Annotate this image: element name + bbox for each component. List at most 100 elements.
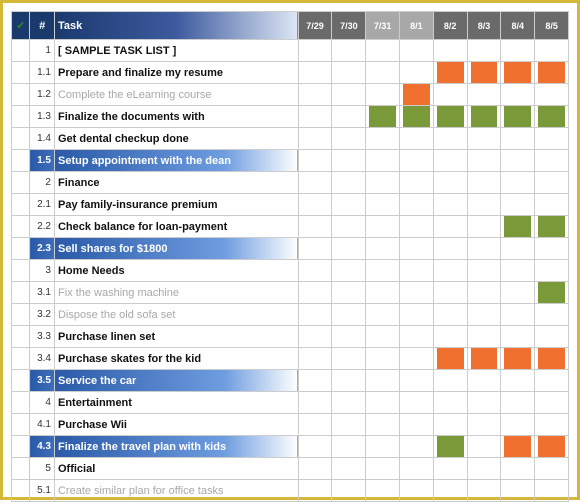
check-cell[interactable] — [12, 326, 30, 348]
gantt-bar[interactable] — [538, 216, 565, 237]
task-name[interactable]: Finance — [54, 172, 298, 194]
check-cell[interactable] — [12, 106, 30, 128]
gantt-bar[interactable] — [437, 436, 464, 457]
table-row[interactable]: 1[ SAMPLE TASK LIST ] — [12, 40, 569, 62]
gantt-cell — [332, 480, 366, 502]
task-name[interactable]: Complete the eLearning course — [54, 84, 298, 106]
gantt-bar[interactable] — [504, 436, 531, 457]
task-name[interactable]: [ SAMPLE TASK LIST ] — [54, 40, 298, 62]
task-name[interactable]: Purchase skates for the kid — [54, 348, 298, 370]
gantt-bar[interactable] — [538, 62, 565, 83]
table-row[interactable]: 3.2Dispose the old sofa set — [12, 304, 569, 326]
header-date-8-3[interactable]: 8/3 — [467, 12, 501, 40]
table-row[interactable]: 5.1Create similar plan for office tasks — [12, 480, 569, 502]
gantt-bar[interactable] — [504, 216, 531, 237]
task-name[interactable]: Get dental checkup done — [54, 128, 298, 150]
table-row[interactable]: 4Entertainment — [12, 392, 569, 414]
check-cell[interactable] — [12, 84, 30, 106]
task-name[interactable]: Finalize the travel plan with kids — [54, 436, 298, 458]
gantt-bar[interactable] — [437, 348, 464, 369]
check-cell[interactable] — [12, 172, 30, 194]
table-row[interactable]: 1.3Finalize the documents with — [12, 106, 569, 128]
gantt-bar[interactable] — [403, 106, 430, 127]
task-name[interactable]: Dispose the old sofa set — [54, 304, 298, 326]
task-name[interactable]: Purchase Wii — [54, 414, 298, 436]
check-cell[interactable] — [12, 304, 30, 326]
check-cell[interactable] — [12, 392, 30, 414]
check-cell[interactable] — [12, 128, 30, 150]
header-date-7-29[interactable]: 7/29 — [298, 12, 332, 40]
table-row[interactable]: 3Home Needs — [12, 260, 569, 282]
gantt-bar[interactable] — [471, 62, 498, 83]
header-date-7-30[interactable]: 7/30 — [332, 12, 366, 40]
table-row[interactable]: 2Finance — [12, 172, 569, 194]
task-name[interactable]: Fix the washing machine — [54, 282, 298, 304]
task-name[interactable]: Finalize the documents with — [54, 106, 298, 128]
table-row[interactable]: 1.5Setup appointment with the dean — [12, 150, 569, 172]
check-cell[interactable] — [12, 62, 30, 84]
table-row[interactable]: 2.3Sell shares for $1800 — [12, 238, 569, 260]
gantt-bar[interactable] — [504, 348, 531, 369]
check-cell[interactable] — [12, 260, 30, 282]
header-date-8-2[interactable]: 8/2 — [433, 12, 467, 40]
table-row[interactable]: 3.1Fix the washing machine — [12, 282, 569, 304]
gantt-bar[interactable] — [471, 348, 498, 369]
check-cell[interactable] — [12, 436, 30, 458]
check-cell[interactable] — [12, 458, 30, 480]
task-name[interactable]: Home Needs — [54, 260, 298, 282]
header-date-7-31[interactable]: 7/31 — [366, 12, 400, 40]
task-name[interactable]: Official — [54, 458, 298, 480]
gantt-bar[interactable] — [538, 436, 565, 457]
task-name[interactable]: Entertainment — [54, 392, 298, 414]
check-cell[interactable] — [12, 282, 30, 304]
check-cell[interactable] — [12, 348, 30, 370]
task-name[interactable]: Purchase linen set — [54, 326, 298, 348]
header-date-8-5[interactable]: 8/5 — [535, 12, 569, 40]
task-name[interactable]: Check balance for loan-payment — [54, 216, 298, 238]
task-name[interactable]: Prepare and finalize my resume — [54, 62, 298, 84]
table-row[interactable]: 2.1Pay family-insurance premium — [12, 194, 569, 216]
task-name[interactable]: Service the car — [54, 370, 298, 392]
gantt-bar[interactable] — [369, 106, 396, 127]
header-check[interactable]: ✓ — [12, 12, 30, 40]
check-cell[interactable] — [12, 414, 30, 436]
table-row[interactable]: 2.2Check balance for loan-payment — [12, 216, 569, 238]
table-row[interactable]: 3.4Purchase skates for the kid — [12, 348, 569, 370]
header-number[interactable]: # — [30, 12, 55, 40]
task-name[interactable]: Create similar plan for office tasks — [54, 480, 298, 502]
table-row[interactable]: 1.2Complete the eLearning course — [12, 84, 569, 106]
check-cell[interactable] — [12, 150, 30, 172]
gantt-bar[interactable] — [437, 62, 464, 83]
gantt-cell — [433, 194, 467, 216]
table-row[interactable]: 3.5Service the car — [12, 370, 569, 392]
header-date-8-4[interactable]: 8/4 — [501, 12, 535, 40]
table-row[interactable]: 3.3Purchase linen set — [12, 326, 569, 348]
gantt-bar[interactable] — [471, 106, 498, 127]
table-row[interactable]: 4.3Finalize the travel plan with kids — [12, 436, 569, 458]
gantt-bar[interactable] — [538, 282, 565, 303]
task-name[interactable]: Pay family-insurance premium — [54, 194, 298, 216]
table-row[interactable]: 1.1Prepare and finalize my resume — [12, 62, 569, 84]
header-task[interactable]: Task — [54, 12, 298, 40]
check-cell[interactable] — [12, 370, 30, 392]
check-cell[interactable] — [12, 238, 30, 260]
check-cell[interactable] — [12, 216, 30, 238]
check-cell[interactable] — [12, 40, 30, 62]
gantt-bar[interactable] — [504, 106, 531, 127]
gantt-cell — [332, 216, 366, 238]
table-row[interactable]: 1.4Get dental checkup done — [12, 128, 569, 150]
task-name[interactable]: Setup appointment with the dean — [54, 150, 298, 172]
header-date-8-1[interactable]: 8/1 — [400, 12, 434, 40]
gantt-cell — [535, 370, 569, 392]
gantt-bar[interactable] — [538, 348, 565, 369]
table-row[interactable]: 5Official — [12, 458, 569, 480]
gantt-cell — [467, 348, 501, 370]
gantt-bar[interactable] — [437, 106, 464, 127]
gantt-bar[interactable] — [504, 62, 531, 83]
gantt-bar[interactable] — [538, 106, 565, 127]
gantt-bar[interactable] — [403, 84, 430, 105]
check-cell[interactable] — [12, 194, 30, 216]
check-cell[interactable] — [12, 480, 30, 502]
task-name[interactable]: Sell shares for $1800 — [54, 238, 298, 260]
table-row[interactable]: 4.1Purchase Wii — [12, 414, 569, 436]
